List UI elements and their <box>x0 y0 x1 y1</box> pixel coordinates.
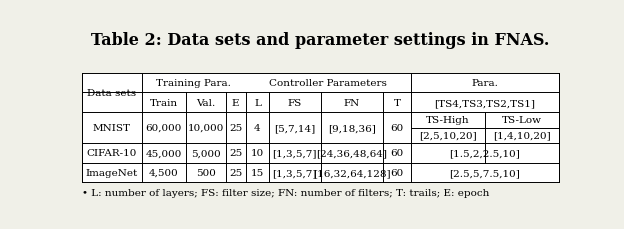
Text: 25: 25 <box>229 123 242 132</box>
Text: MNIST: MNIST <box>93 123 131 132</box>
Text: E: E <box>232 98 240 107</box>
Text: Controller Parameters: Controller Parameters <box>270 79 387 88</box>
Text: [1.5,2,2.5,10]: [1.5,2,2.5,10] <box>449 149 520 158</box>
Text: 4,500: 4,500 <box>149 168 178 177</box>
Text: Val.: Val. <box>196 98 215 107</box>
Text: TS-Low: TS-Low <box>502 116 542 125</box>
Text: Train: Train <box>150 98 178 107</box>
Text: 5,000: 5,000 <box>191 149 220 158</box>
Text: [1,3,5,7]: [1,3,5,7] <box>273 168 317 177</box>
Text: [2.5,5,7.5,10]: [2.5,5,7.5,10] <box>449 168 520 177</box>
Text: FN: FN <box>344 98 360 107</box>
Text: • L: number of layers; FS: filter size; FN: number of filters; T: trails; E: epo: • L: number of layers; FS: filter size; … <box>82 188 489 197</box>
Text: 60: 60 <box>390 168 404 177</box>
Text: [1,4,10,20]: [1,4,10,20] <box>493 131 551 140</box>
Text: 10: 10 <box>251 149 264 158</box>
Text: Table 2: Data sets and parameter settings in FNAS.: Table 2: Data sets and parameter setting… <box>90 32 549 49</box>
Text: [9,18,36]: [9,18,36] <box>328 123 376 132</box>
Text: [16,32,64,128]: [16,32,64,128] <box>313 168 391 177</box>
Text: ImageNet: ImageNet <box>85 168 138 177</box>
Text: 60: 60 <box>390 149 404 158</box>
Text: CIFAR-10: CIFAR-10 <box>87 149 137 158</box>
Text: Para.: Para. <box>472 79 499 88</box>
Text: 4: 4 <box>254 123 261 132</box>
Text: Training Para.: Training Para. <box>157 79 232 88</box>
Text: [2,5,10,20]: [2,5,10,20] <box>419 131 477 140</box>
Text: [5,7,14]: [5,7,14] <box>274 123 315 132</box>
Text: [1,3,5,7]: [1,3,5,7] <box>273 149 317 158</box>
Text: 25: 25 <box>229 149 242 158</box>
Text: Data sets: Data sets <box>87 89 137 98</box>
Text: 500: 500 <box>196 168 216 177</box>
Text: TS-High: TS-High <box>426 116 470 125</box>
Text: 15: 15 <box>251 168 264 177</box>
Bar <box>82 73 559 183</box>
Text: 45,000: 45,000 <box>145 149 182 158</box>
Text: FS: FS <box>288 98 302 107</box>
Text: 60: 60 <box>390 123 404 132</box>
Text: 25: 25 <box>229 168 242 177</box>
Text: 60,000: 60,000 <box>145 123 182 132</box>
Text: T: T <box>393 98 401 107</box>
Text: [24,36,48,64]: [24,36,48,64] <box>316 149 388 158</box>
Text: 10,000: 10,000 <box>188 123 224 132</box>
Text: L: L <box>254 98 261 107</box>
Text: [TS4,TS3,TS2,TS1]: [TS4,TS3,TS2,TS1] <box>434 98 535 107</box>
